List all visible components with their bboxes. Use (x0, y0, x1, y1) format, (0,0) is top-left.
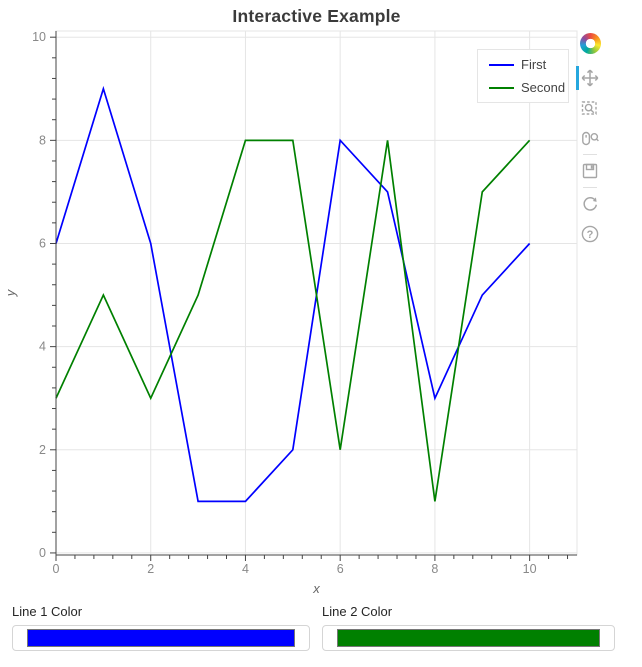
legend: First Second (477, 49, 569, 103)
svg-text:8: 8 (431, 562, 438, 576)
svg-text:0: 0 (39, 546, 46, 560)
line1-color-widget: Line 1 Color (12, 603, 310, 651)
reset-icon (583, 197, 598, 211)
svg-text:4: 4 (242, 562, 249, 576)
svg-text:?: ? (587, 229, 594, 241)
bokeh-logo-icon[interactable] (579, 33, 601, 54)
line-series-first (55, 85, 531, 503)
x-axis-label: x (312, 581, 320, 596)
svg-text:10: 10 (32, 30, 46, 44)
line1-color-swatch (27, 629, 295, 647)
wheel-zoom-icon (582, 131, 599, 146)
svg-text:6: 6 (39, 236, 46, 250)
line2-color-widget: Line 2 Color (322, 603, 615, 651)
toolbar-separator (583, 154, 597, 155)
line2-color-swatch (337, 629, 600, 647)
svg-text:8: 8 (39, 133, 46, 147)
y-axis-label: y (3, 288, 18, 297)
box-zoom-tool-button[interactable] (576, 93, 604, 123)
svg-text:0: 0 (53, 562, 60, 576)
active-tool-indicator (576, 66, 579, 90)
tick-labels: 0 2 4 6 8 10 0 2 4 6 8 10 (32, 30, 537, 576)
toolbar-separator (583, 187, 597, 188)
save-icon (582, 163, 598, 179)
line2-color-label: Line 2 Color (322, 604, 393, 619)
line2-color-picker[interactable] (322, 625, 615, 651)
svg-text:4: 4 (39, 340, 46, 354)
gridlines (55, 31, 577, 555)
reset-tool-button[interactable] (576, 189, 604, 219)
chart-title: Interactive Example (232, 6, 401, 26)
bokeh-figure: Interactive Example 0 2 4 6 8 10 0 2 4 6 8 10 x y Fir… (0, 0, 642, 600)
save-tool-button[interactable] (576, 156, 604, 186)
wheel-zoom-tool-button[interactable] (576, 123, 604, 153)
legend-label-first: First (521, 57, 547, 72)
svg-text:6: 6 (337, 562, 344, 576)
line-series-second (55, 139, 531, 502)
legend-label-second: Second (521, 80, 566, 95)
pan-tool-button[interactable] (576, 63, 604, 93)
legend-line-swatch-second (489, 86, 514, 89)
plot-canvas[interactable]: 0 2 4 6 8 10 0 2 4 6 8 10 x y (0, 0, 642, 600)
help-icon: ? (581, 225, 599, 243)
svg-text:2: 2 (39, 443, 46, 457)
svg-text:10: 10 (523, 562, 537, 576)
line1-color-picker[interactable] (12, 625, 310, 651)
line1-color-label: Line 1 Color (12, 604, 83, 619)
controls-row: Line 1 Color Line 2 Color (0, 600, 642, 651)
pan-icon (581, 69, 599, 87)
box-zoom-icon (581, 101, 597, 115)
svg-text:2: 2 (147, 562, 154, 576)
toolbar: ? (576, 33, 604, 249)
legend-item-first: First (489, 57, 568, 72)
axes (50, 31, 577, 561)
legend-line-swatch-first (489, 63, 514, 66)
legend-item-second: Second (489, 80, 568, 95)
help-tool-button[interactable]: ? (576, 219, 604, 249)
